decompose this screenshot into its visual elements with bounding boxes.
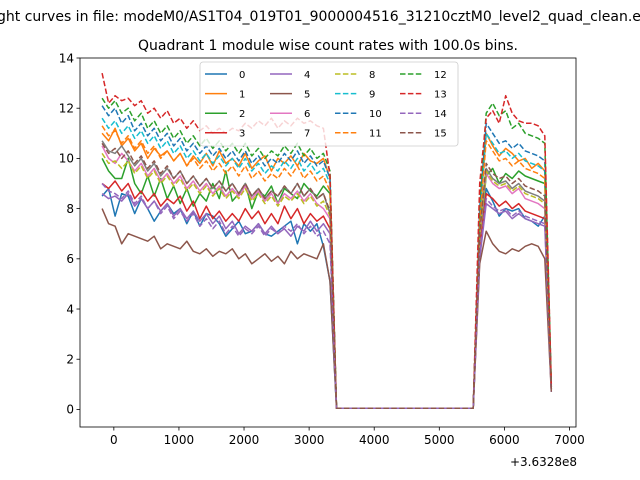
x-tick-label: 3000 <box>294 433 325 447</box>
legend-label-13: 13 <box>434 89 447 100</box>
y-tick-label: 6 <box>66 252 74 266</box>
x-tick-label: 4000 <box>359 433 390 447</box>
y-tick-label: 2 <box>66 353 74 367</box>
y-tick-label: 12 <box>59 102 74 116</box>
figure-suptitle: Light curves in file: modeM0/AS1T04_019T… <box>0 9 640 25</box>
legend-label-1: 1 <box>239 89 245 100</box>
series-line-14 <box>101 183 553 409</box>
legend-label-9: 9 <box>369 89 375 100</box>
legend-label-4: 4 <box>304 70 310 81</box>
x-tick-label: 6000 <box>489 433 520 447</box>
legend-label-0: 0 <box>239 70 245 81</box>
y-tick-label: 4 <box>66 302 74 316</box>
legend-label-11: 11 <box>369 129 382 140</box>
axes-frame <box>79 57 577 428</box>
series-line-4 <box>101 192 553 409</box>
series-line-15 <box>101 142 553 409</box>
x-tick-label: 0 <box>110 433 118 447</box>
legend-label-3: 3 <box>239 129 245 140</box>
legend-label-7: 7 <box>304 129 310 140</box>
y-tick-label: 8 <box>66 202 74 216</box>
legend-label-6: 6 <box>304 109 310 120</box>
legend-label-2: 2 <box>239 109 245 120</box>
legend-label-8: 8 <box>369 70 375 81</box>
legend-label-12: 12 <box>434 70 447 81</box>
x-tick-label: 1000 <box>164 433 195 447</box>
x-tick-label: 5000 <box>424 433 455 447</box>
plot-area: 0 1000 2000 3000 4000 5000 6000 700002468101214… <box>59 51 585 447</box>
legend-label-15: 15 <box>434 129 447 140</box>
x-tick-label: 7000 <box>554 433 585 447</box>
legend-label-14: 14 <box>434 109 447 120</box>
y-tick-label: 10 <box>59 152 74 166</box>
legend-box <box>199 61 459 147</box>
legend-label-10: 10 <box>369 109 382 120</box>
chart-title: Quadrant 1 module wise count rates with … <box>138 38 518 54</box>
y-tick-label: 0 <box>66 403 74 417</box>
x-tick-label: 2000 <box>229 433 260 447</box>
y-tick-label: 14 <box>59 51 74 65</box>
series-line-13 <box>101 72 553 409</box>
legend-label-5: 5 <box>304 89 310 100</box>
series-line-8 <box>101 152 553 409</box>
x-offset-label: +3.6328e8 <box>510 455 577 469</box>
